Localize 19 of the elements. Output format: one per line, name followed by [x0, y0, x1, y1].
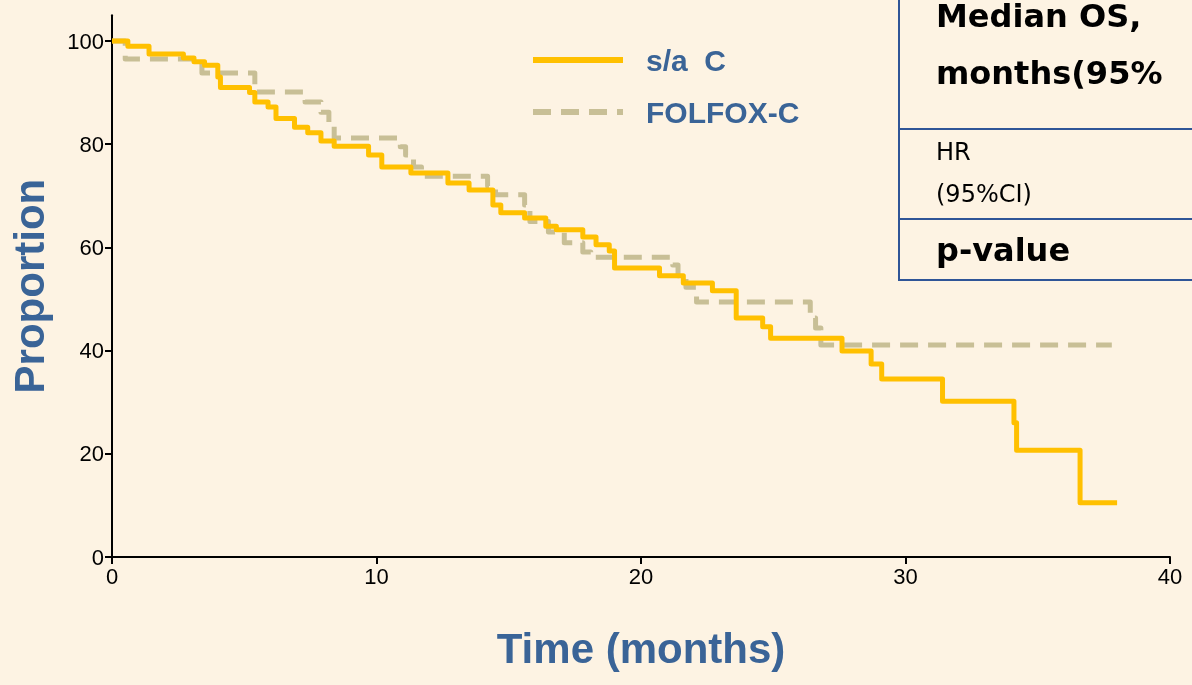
x-tick-label: 10 — [364, 563, 389, 589]
x-axis-title: Time (months) — [496, 624, 786, 672]
annotation: (95%CI) — [936, 180, 1032, 208]
y-tick-label: 60 — [79, 234, 104, 260]
y-tick-label: 100 — [67, 28, 104, 54]
legend-label: FOLFOX-C — [646, 95, 800, 129]
y-tick-label: 40 — [79, 338, 104, 364]
annotation: months(95% — [936, 54, 1163, 92]
y-axis-title: Proportion — [5, 178, 53, 394]
x-tick-label: 40 — [1157, 563, 1183, 589]
legend-label: s/a C — [646, 43, 727, 77]
annotation: Median OS, — [936, 0, 1142, 35]
y-tick-label: 80 — [79, 131, 104, 157]
x-tick-label: 30 — [893, 563, 918, 589]
x-tick-label: 20 — [628, 563, 654, 589]
y-tick-label: 0 — [91, 544, 104, 570]
annotation: HR — [936, 138, 971, 166]
annotation: p-value — [936, 231, 1071, 269]
y-tick-label: 20 — [79, 441, 104, 467]
